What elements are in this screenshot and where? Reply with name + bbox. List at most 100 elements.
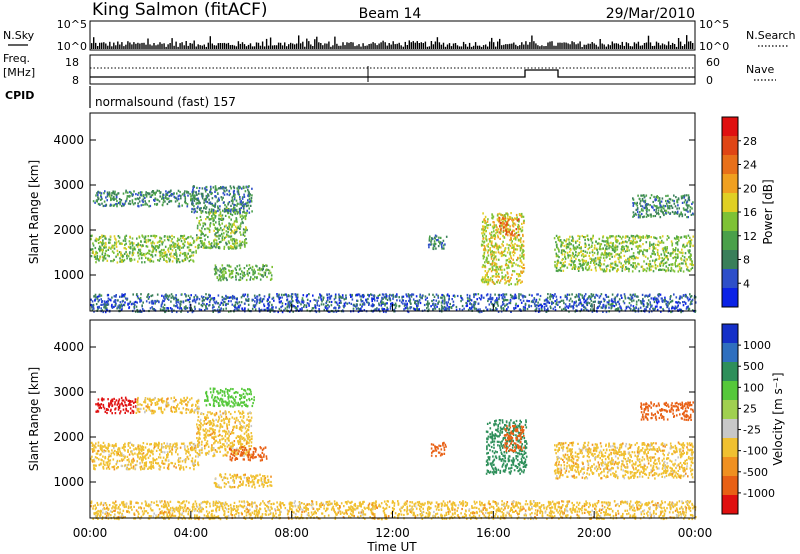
data-cell [253, 268, 255, 271]
data-cell [617, 257, 619, 260]
data-cell [680, 308, 683, 311]
data-cell [511, 251, 514, 254]
data-cell [587, 248, 590, 251]
data-cell [198, 192, 200, 195]
data-cell [288, 300, 290, 303]
data-cell [197, 236, 200, 239]
data-cell [660, 268, 663, 271]
data-cell [639, 200, 642, 203]
data-cell [149, 307, 152, 310]
data-cell [229, 212, 232, 216]
data-cell [658, 197, 661, 200]
data-cell [196, 186, 198, 189]
data-cell [639, 239, 641, 242]
data-cell [264, 271, 267, 275]
data-cell [424, 309, 426, 312]
data-cell [378, 302, 380, 305]
data-cell [245, 278, 248, 282]
data-cell [231, 237, 234, 241]
data-cell [665, 202, 668, 205]
data-cell [130, 303, 133, 306]
data-cell [564, 264, 566, 267]
data-cell [470, 307, 473, 310]
data-cell [510, 212, 512, 215]
data-cell [675, 301, 677, 304]
power-scatter [90, 185, 697, 314]
data-cell [199, 207, 201, 210]
data-cell [665, 261, 668, 264]
data-cell [202, 222, 204, 225]
data-cell [645, 194, 648, 197]
data-cell [535, 304, 538, 307]
data-cell [221, 298, 224, 301]
data-cell [137, 251, 139, 254]
data-cell [132, 293, 134, 296]
data-cell [562, 249, 564, 252]
data-cell [483, 225, 485, 228]
count-bar [637, 41, 640, 49]
data-cell [499, 252, 501, 255]
data-cell [123, 252, 126, 255]
data-cell [188, 246, 190, 249]
data-cell [113, 305, 115, 308]
data-cell [203, 234, 206, 237]
data-cell [564, 260, 566, 263]
data-cell [120, 309, 123, 312]
data-cell [184, 299, 187, 302]
data-cell [296, 297, 298, 300]
data-cell [92, 252, 95, 255]
data-cell [195, 202, 198, 205]
count-bar [645, 42, 648, 49]
data-cell [534, 309, 537, 312]
data-cell [433, 295, 436, 298]
data-cell [208, 293, 210, 296]
data-cell [631, 270, 634, 273]
data-cell [505, 303, 508, 306]
data-cell [100, 242, 103, 245]
data-cell [223, 245, 226, 248]
data-cell [220, 279, 222, 282]
count-bar [535, 43, 537, 49]
count-bar [595, 44, 597, 49]
data-cell [657, 243, 659, 246]
data-cell [121, 300, 124, 303]
data-cell [665, 209, 668, 212]
data-cell [568, 263, 570, 266]
data-cell [419, 293, 421, 296]
data-cell [116, 203, 118, 206]
data-cell [311, 307, 314, 310]
count-bar [607, 44, 609, 49]
data-cell [631, 296, 634, 299]
data-cell [223, 228, 225, 231]
data-cell [514, 238, 517, 241]
data-cell [572, 237, 574, 240]
data-cell [217, 308, 219, 311]
data-cell [159, 195, 161, 198]
data-cell [122, 192, 125, 195]
data-cell [616, 264, 619, 267]
data-cell [494, 255, 497, 258]
data-cell [99, 191, 101, 194]
count-bar [440, 44, 443, 49]
data-cell [154, 254, 157, 257]
data-cell [373, 294, 376, 298]
data-cell [300, 303, 302, 306]
count-bar [113, 42, 115, 49]
data-cell [507, 229, 509, 232]
data-cell [201, 242, 204, 245]
data-cell [438, 236, 440, 239]
data-cell [416, 306, 418, 309]
data-cell [485, 256, 488, 259]
data-cell [130, 259, 132, 263]
data-cell [245, 238, 247, 241]
data-cell [431, 237, 433, 240]
data-cell [504, 216, 506, 219]
data-cell [173, 298, 175, 301]
data-cell [406, 303, 408, 306]
data-cell [481, 265, 484, 269]
data-cell [121, 254, 124, 257]
data-cell [152, 250, 154, 253]
data-cell [643, 194, 645, 197]
data-cell [156, 189, 159, 192]
count-bar [384, 42, 386, 49]
